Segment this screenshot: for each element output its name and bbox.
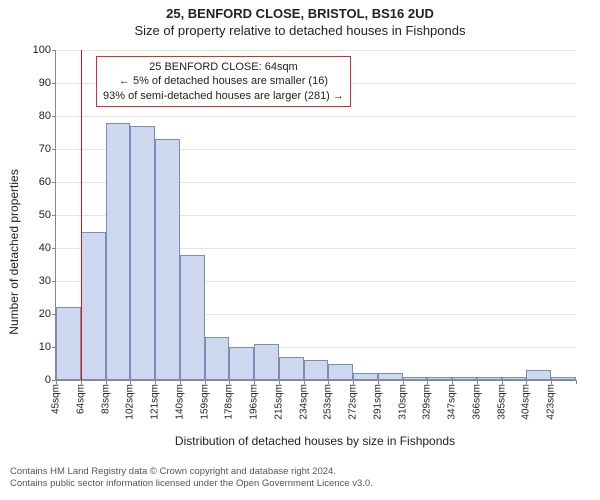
histogram-bar [130, 126, 155, 380]
annotation-line: ← 5% of detached houses are smaller (16) [103, 74, 344, 88]
xtick-mark [576, 380, 577, 384]
ytick-mark [52, 83, 56, 84]
ytick-label: 100 [26, 44, 51, 56]
ytick-mark [52, 50, 56, 51]
ytick-mark [52, 347, 56, 348]
footer: Contains HM Land Registry data © Crown c… [0, 462, 600, 491]
histogram-bar [81, 232, 106, 381]
ytick-mark [52, 314, 56, 315]
histogram-bar [56, 307, 81, 380]
ytick-label: 70 [26, 143, 51, 155]
ytick-mark [52, 215, 56, 216]
histogram-bar [353, 373, 378, 380]
xtick-label: 196sqm [249, 384, 260, 420]
xtick-label: 404sqm [521, 384, 532, 420]
histogram-bar [477, 377, 502, 380]
xtick-label: 366sqm [471, 384, 482, 420]
xtick-label: 310sqm [397, 384, 408, 420]
plot-area: 25 BENFORD CLOSE: 64sqm ← 5% of detached… [55, 50, 576, 381]
ytick-label: 60 [26, 176, 51, 188]
ytick-label: 40 [26, 242, 51, 254]
xtick-label: 178sqm [224, 384, 235, 420]
xtick-label: 272sqm [348, 384, 359, 420]
footer-line: Contains public sector information licen… [10, 478, 590, 490]
xtick-label: 347sqm [447, 384, 458, 420]
xtick-label: 64sqm [75, 384, 86, 414]
xtick-label: 159sqm [199, 384, 210, 420]
ytick-label: 10 [26, 341, 51, 353]
xtick-label: 121sqm [150, 384, 161, 420]
page-title: 25, BENFORD CLOSE, BRISTOL, BS16 2UD [0, 0, 600, 21]
ytick-label: 50 [26, 209, 51, 221]
xtick-label: 423sqm [546, 384, 557, 420]
histogram-bar [403, 377, 428, 380]
xtick-label: 102sqm [125, 384, 136, 420]
histogram-bar [378, 373, 403, 380]
xtick-label: 329sqm [422, 384, 433, 420]
histogram-bar [254, 344, 279, 380]
annotation-line: 25 BENFORD CLOSE: 64sqm [103, 60, 344, 74]
histogram-bar [502, 377, 527, 380]
histogram-bar [279, 357, 304, 380]
xtick-label: 140sqm [174, 384, 185, 420]
histogram-bar [155, 139, 180, 380]
ytick-label: 90 [26, 77, 51, 89]
xtick-label: 45sqm [51, 384, 62, 414]
marker-line [81, 50, 82, 380]
ytick-label: 20 [26, 308, 51, 320]
ytick-mark [52, 149, 56, 150]
ytick-label: 80 [26, 110, 51, 122]
xtick-label: 234sqm [298, 384, 309, 420]
xtick-label: 291sqm [372, 384, 383, 420]
chart-container: Number of detached properties 25 BENFORD… [0, 42, 600, 462]
xtick-label: 385sqm [496, 384, 507, 420]
ytick-mark [52, 248, 56, 249]
xtick-label: 215sqm [273, 384, 284, 420]
annotation-box: 25 BENFORD CLOSE: 64sqm ← 5% of detached… [96, 56, 351, 107]
histogram-bar [551, 377, 576, 380]
histogram-bar [180, 255, 205, 380]
ytick-mark [52, 116, 56, 117]
ytick-label: 30 [26, 275, 51, 287]
ytick-label: 0 [26, 374, 51, 386]
xaxis-label: Distribution of detached houses by size … [55, 434, 575, 448]
histogram-bar [106, 123, 131, 380]
histogram-bar [526, 370, 551, 380]
ytick-mark [52, 182, 56, 183]
yaxis-label: Number of detached properties [7, 169, 21, 334]
xtick-label: 83sqm [100, 384, 111, 414]
histogram-bar [452, 377, 477, 380]
page-subtitle: Size of property relative to detached ho… [0, 21, 600, 42]
annotation-line: 93% of semi-detached houses are larger (… [103, 89, 344, 103]
xtick-label: 253sqm [323, 384, 334, 420]
histogram-bar [304, 360, 329, 380]
ytick-mark [52, 281, 56, 282]
histogram-bar [427, 377, 452, 380]
histogram-bar [328, 364, 353, 381]
histogram-bar [205, 337, 230, 380]
footer-line: Contains HM Land Registry data © Crown c… [10, 466, 590, 478]
histogram-bar [229, 347, 254, 380]
